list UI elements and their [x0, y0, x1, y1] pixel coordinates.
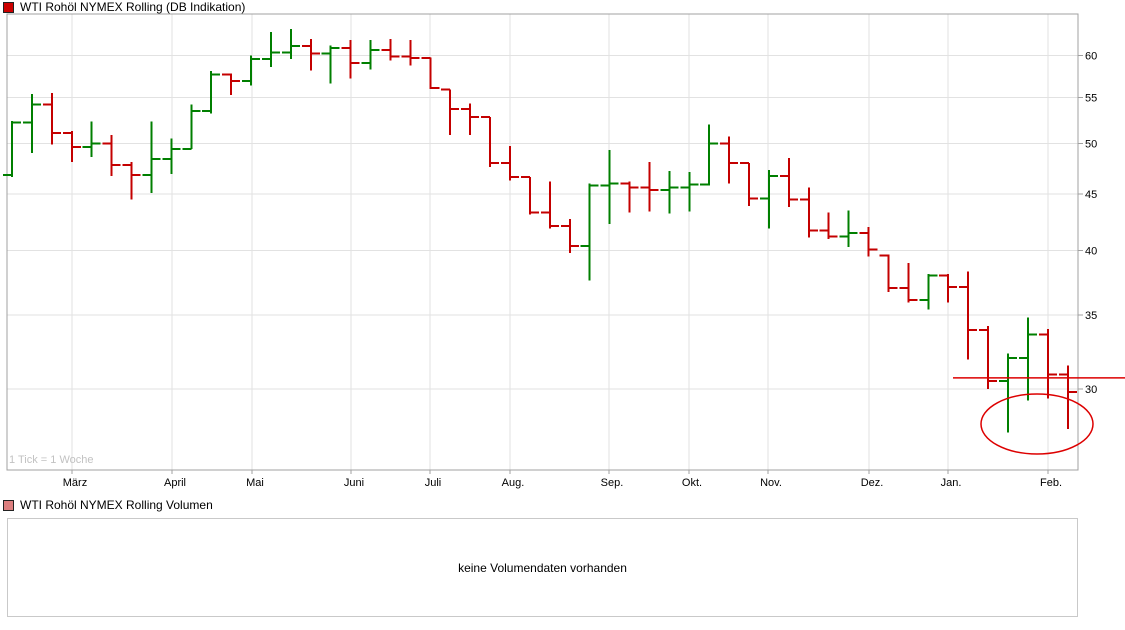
volume-panel: keine Volumendaten vorhanden [7, 518, 1078, 617]
no-volume-message: keine Volumendaten vorhanden [458, 560, 627, 575]
y-axis-labels: 60 55 50 45 40 35 30 [1078, 51, 1097, 396]
svg-text:Jan.: Jan. [941, 477, 962, 489]
plot-border [6, 13, 1079, 471]
svg-text:Okt.: Okt. [682, 477, 702, 489]
svg-text:März: März [63, 477, 87, 489]
svg-text:30: 30 [1085, 384, 1097, 396]
volume-series-legend: WTI Rohöl NYMEX Rolling Volumen [3, 499, 213, 511]
svg-text:60: 60 [1085, 51, 1097, 63]
svg-text:35: 35 [1085, 310, 1097, 322]
svg-text:50: 50 [1085, 138, 1097, 150]
svg-text:Feb.: Feb. [1040, 477, 1062, 489]
svg-text:Sep.: Sep. [601, 477, 624, 489]
price-series-legend: WTI Rohöl NYMEX Rolling (DB Indikation) [3, 1, 245, 13]
svg-text:April: April [164, 477, 186, 489]
volume-series-title: WTI Rohöl NYMEX Rolling Volumen [20, 498, 213, 512]
svg-text:45: 45 [1085, 189, 1097, 201]
tick-scale-note: 1 Tick = 1 Woche [9, 454, 94, 466]
price-series-swatch-icon [3, 1, 14, 13]
price-series-title: WTI Rohöl NYMEX Rolling (DB Indikation) [20, 0, 246, 14]
svg-text:40: 40 [1085, 246, 1097, 258]
gridlines [7, 14, 1078, 470]
svg-text:Dez.: Dez. [861, 477, 884, 489]
svg-text:55: 55 [1085, 93, 1097, 105]
svg-text:Aug.: Aug. [502, 477, 525, 489]
volume-series-swatch-icon [3, 499, 14, 511]
svg-text:Juni: Juni [344, 477, 364, 489]
svg-text:Mai: Mai [246, 477, 264, 489]
annotation-ellipse [980, 393, 1094, 455]
x-axis-labels: März April Mai Juni Juli Aug. Sep. Okt. Nov. Dez.… [63, 470, 1062, 489]
svg-text:Juli: Juli [425, 477, 442, 489]
ohlc-bars [3, 29, 1077, 433]
price-chart[interactable]: 60 55 50 45 40 35 30 März April Mai Juni Juli Aug. Se… [0, 0, 1125, 495]
svg-text:Nov.: Nov. [760, 477, 782, 489]
